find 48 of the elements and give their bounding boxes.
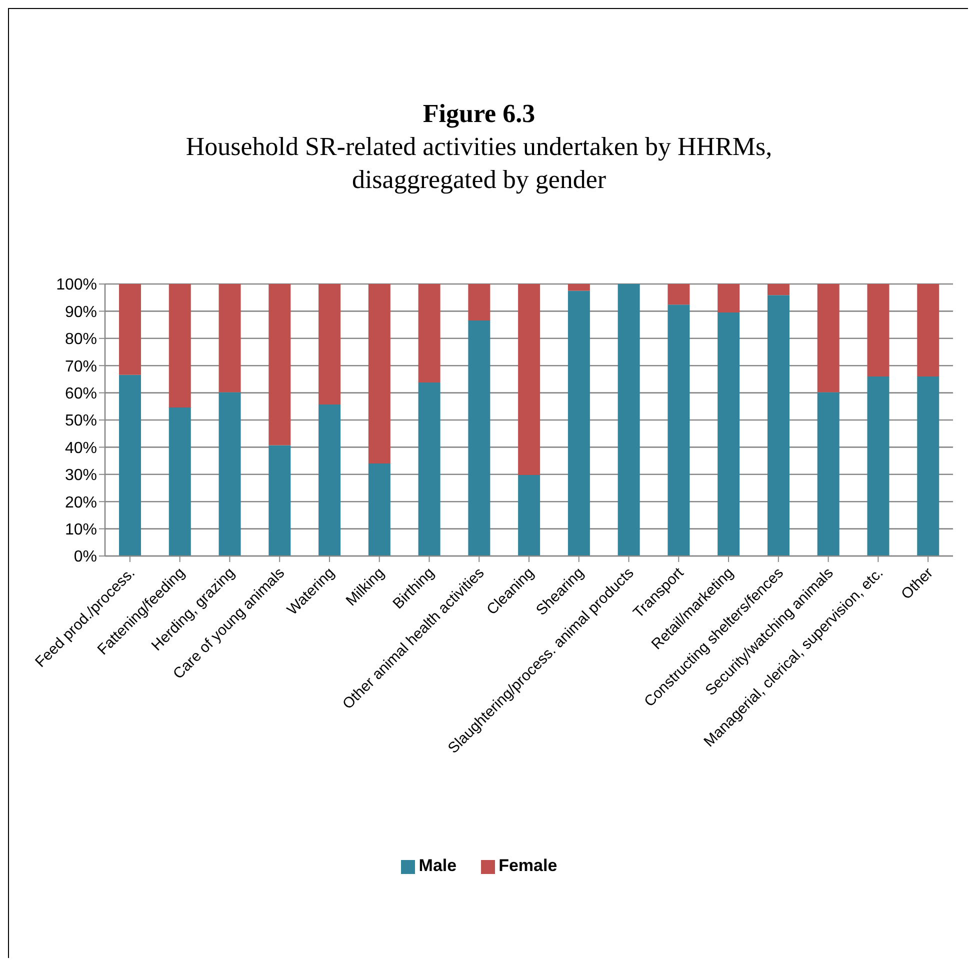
bar (618, 284, 640, 556)
bar (518, 474, 540, 556)
bar (218, 392, 241, 556)
bar (917, 376, 940, 556)
bar (119, 374, 141, 556)
y-tick-label: 70% (64, 358, 97, 376)
bar (867, 284, 890, 376)
chart-subtitle: Household SR-related activities undertaken by HHRMs, disaggregated by gender (184, 131, 774, 196)
y-tick-label: 80% (64, 331, 97, 348)
bar (218, 284, 241, 392)
y-tick-label: 0% (74, 548, 97, 566)
bar (318, 284, 341, 404)
y-tick-label: 10% (64, 521, 97, 538)
legend-label: Female (498, 856, 558, 875)
bar (268, 284, 291, 446)
y-tick-label: 30% (64, 467, 97, 484)
y-tick-label: 90% (64, 304, 97, 321)
bar (168, 284, 191, 408)
bar (817, 284, 840, 392)
y-tick-label: 60% (64, 385, 97, 402)
bar (668, 284, 690, 305)
y-tick-label: 20% (64, 494, 97, 512)
bar (418, 382, 440, 556)
bar (767, 284, 790, 296)
bar (368, 284, 390, 464)
bar (518, 284, 540, 475)
y-tick-label: 40% (64, 440, 97, 457)
bar (718, 284, 740, 313)
bar (767, 295, 790, 556)
bar (418, 284, 440, 382)
bar (368, 464, 390, 556)
bar (668, 304, 690, 556)
bar (568, 290, 590, 556)
bar (168, 407, 191, 556)
bar (817, 392, 840, 556)
bar (568, 284, 590, 291)
bar (318, 404, 341, 556)
bar (468, 320, 490, 556)
bar (119, 284, 141, 375)
y-tick-label: 50% (64, 412, 97, 430)
bar (917, 284, 940, 376)
bar (468, 284, 490, 320)
chart-title: Figure 6.3 (422, 98, 536, 130)
legend-label: Male (418, 856, 457, 875)
bar (718, 312, 740, 556)
bar (867, 376, 890, 556)
y-tick-label: 100% (56, 276, 97, 294)
bar (268, 445, 291, 556)
